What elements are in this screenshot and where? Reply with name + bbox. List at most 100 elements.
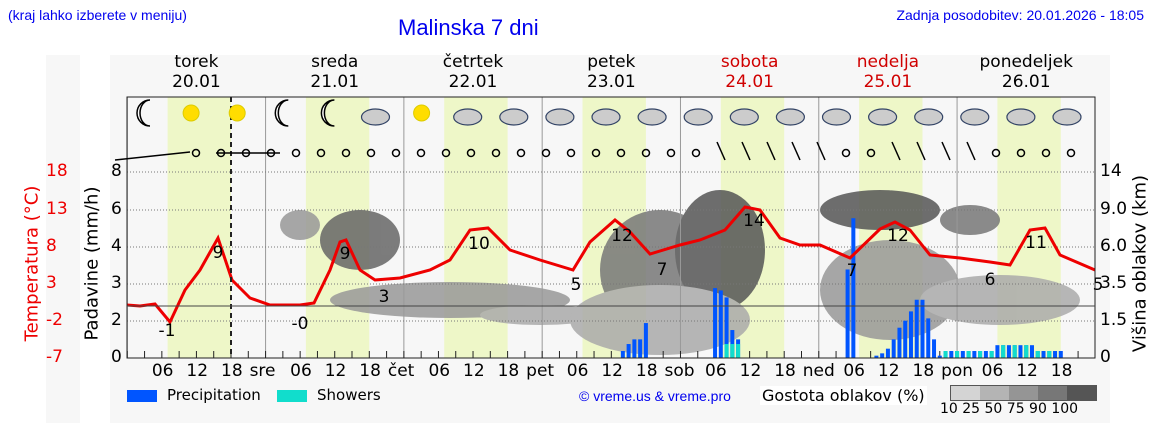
calm-wind-icon	[991, 148, 1001, 158]
x-tick: čet	[387, 361, 415, 381]
day-header: sreda 21.01	[310, 52, 360, 92]
temp-value-label: -0	[292, 314, 309, 334]
x-tick: 12	[324, 361, 347, 381]
weather-icon	[182, 104, 200, 122]
weather-icon	[499, 108, 529, 126]
x-tick: pon	[941, 361, 974, 381]
weather-icon	[545, 108, 575, 126]
wind-barb-icon	[916, 141, 926, 161]
cloud-tick: 0	[1100, 347, 1111, 367]
x-tick: 18	[635, 361, 658, 381]
wind-barb-icon	[741, 141, 751, 161]
cloud-tick: 1.5	[1100, 310, 1128, 330]
precip-tick: 0	[111, 347, 122, 367]
x-tick: 06	[428, 361, 451, 381]
temp-axis-label: Temperatura (°C)	[21, 185, 43, 342]
day-header: petek 23.01	[586, 52, 636, 92]
last-updated: Zadnja posodobitev: 20.01.2026 - 18:05	[896, 7, 1144, 23]
page-title: Malinska 7 dni	[398, 15, 539, 40]
precip-tick: 6	[111, 199, 122, 219]
x-tick: 06	[843, 361, 865, 381]
temp-value-label: 9	[213, 243, 224, 263]
weather-icon	[320, 99, 335, 127]
temp-value-label: -1	[159, 321, 176, 341]
temp-value-label: 3	[379, 287, 390, 307]
calm-wind-icon	[291, 148, 301, 158]
wind-barb-icon	[791, 141, 801, 161]
density-scale	[950, 385, 1097, 401]
wind-barb-icon	[891, 141, 901, 161]
x-tick: 18	[774, 361, 796, 381]
calm-wind-icon	[1066, 148, 1076, 158]
temp-value-label: 5	[1093, 275, 1104, 295]
x-tick: 06	[566, 361, 589, 381]
day-header: nedelja 25.01	[856, 52, 920, 92]
x-tick: 18	[359, 361, 381, 381]
showers-legend: Showers	[317, 386, 381, 404]
x-tick: pet	[526, 361, 555, 381]
precip-tick: 8	[111, 161, 122, 181]
temp-tick: 13	[46, 199, 68, 219]
day-header: četrtek 22.01	[442, 52, 504, 92]
weather-icon	[1052, 108, 1082, 126]
x-tick: 06	[151, 361, 174, 381]
x-tick: 12	[739, 361, 762, 381]
weather-icon	[637, 108, 667, 126]
x-tick: 06	[290, 361, 312, 381]
precip-tick: 4	[111, 236, 122, 256]
location-hint: (kraj lahko izberete v meniju)	[8, 7, 187, 23]
calm-wind-icon	[541, 148, 551, 158]
day-header: ponedeljek 26.01	[979, 52, 1073, 92]
calm-wind-icon	[391, 148, 401, 158]
cloud-tick: 9.0	[1100, 199, 1128, 219]
weather-icon	[960, 108, 990, 126]
calm-wind-icon	[666, 148, 676, 158]
weather-icon	[274, 99, 289, 127]
x-tick: 06	[981, 361, 1004, 381]
weather-icon	[867, 108, 898, 126]
x-tick: sre	[249, 361, 276, 381]
x-tick: 06	[705, 361, 727, 381]
calm-wind-icon	[866, 148, 876, 158]
calm-wind-icon	[316, 148, 326, 158]
calm-wind-icon	[691, 148, 701, 158]
day-header: torek 20.01	[172, 52, 221, 92]
wind-barb-icon	[716, 141, 726, 161]
calm-wind-icon	[416, 148, 426, 158]
temp-value-label: 12	[611, 226, 633, 246]
temp-value-label: 10	[468, 234, 490, 254]
calm-wind-icon	[616, 148, 626, 158]
x-tick: 12	[1016, 361, 1038, 381]
weather-icon	[413, 104, 431, 122]
calm-wind-icon	[341, 148, 351, 158]
calm-wind-icon	[191, 148, 201, 158]
x-tick: ned	[802, 361, 835, 381]
calm-wind-icon	[466, 148, 476, 158]
wind-barb-icon	[941, 141, 951, 161]
cloud-tick: 14	[1100, 161, 1122, 181]
x-tick: 12	[601, 361, 623, 381]
temp-value-label: 7	[657, 260, 668, 280]
x-tick: 12	[463, 361, 485, 381]
weather-icon	[683, 108, 713, 126]
calm-wind-icon	[841, 148, 851, 158]
weather-icon	[136, 99, 151, 127]
temp-value-label: 6	[985, 270, 996, 290]
cloud-tick: 3.5	[1100, 273, 1128, 293]
cloud-tick: 6.0	[1100, 236, 1128, 256]
weather-icon	[228, 104, 246, 122]
precip-tick: 3	[111, 273, 122, 293]
x-tick: 18	[497, 361, 520, 381]
x-tick: sob	[664, 361, 695, 381]
calm-wind-icon	[366, 148, 376, 158]
temp-tick: 8	[46, 236, 57, 256]
calm-wind-icon	[491, 148, 501, 158]
temp-tick: 18	[46, 161, 68, 181]
copyright-link[interactable]: © vreme.us & vreme.pro	[579, 388, 731, 404]
calm-wind-icon	[1041, 148, 1051, 158]
x-tick: 18	[912, 361, 935, 381]
x-tick: 18	[221, 361, 243, 381]
day-header: sobota 24.01	[720, 52, 779, 92]
weather-icon	[914, 108, 944, 126]
